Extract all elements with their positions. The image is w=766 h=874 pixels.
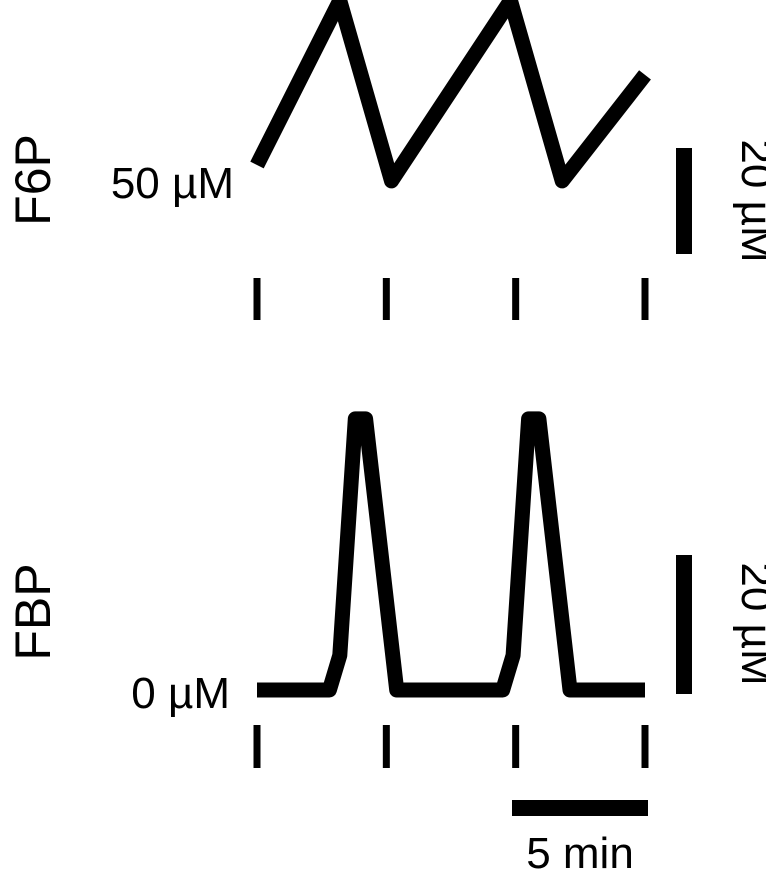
fbp-ylabel: FBP [5, 563, 61, 660]
panel-f6p: F6P 50 µM 20 µM [5, 0, 766, 320]
panel-fbp: FBP 0 µM 20 µM [5, 411, 766, 768]
f6p-series-line [250, 0, 651, 189]
f6p-baseline-label: 50 µM [111, 159, 234, 208]
f6p-ylabel: F6P [5, 134, 61, 226]
time-scale: 5 min [512, 800, 648, 874]
fbp-scale-label: 20 µM [732, 562, 766, 685]
time-scale-label: 5 min [526, 829, 634, 874]
f6p-x-ticks [253, 278, 649, 320]
fbp-x-ticks [253, 725, 649, 768]
fbp-series-line [257, 411, 645, 698]
fbp-baseline-label: 0 µM [131, 669, 230, 718]
f6p-scale-label: 20 µM [732, 139, 766, 262]
